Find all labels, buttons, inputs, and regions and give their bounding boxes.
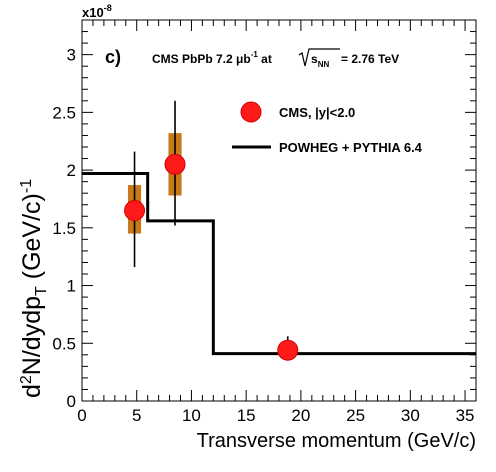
x-axis-title: Transverse momentum (GeV/c) [197, 430, 476, 452]
legend-theory-label: POWHEG + PYTHIA 6.4 [279, 140, 423, 155]
x-tick-label: 15 [237, 406, 256, 425]
sqrt-symbol [298, 48, 340, 67]
x-tick-label: 35 [456, 406, 475, 425]
y-tick-label: 0 [67, 392, 76, 411]
y-tick-label: 2.5 [52, 103, 76, 122]
y-exponent-label: x10-8 [82, 3, 112, 20]
cms-data-point [277, 339, 299, 361]
energy-text: = 2.76 TeV [341, 52, 399, 66]
x-tick-label: 5 [132, 406, 141, 425]
y-tick-label: 1.5 [52, 219, 76, 238]
y-tick-label: 0.5 [52, 334, 76, 353]
legend: CMS, |y|<2.0 POWHEG + PYTHIA 6.4 [232, 101, 423, 155]
legend-cms-label: CMS, |y|<2.0 [279, 105, 355, 120]
y-axis-title: d2N/dydpT (GeV/c)-1 [18, 179, 50, 398]
cms-data-point [124, 200, 146, 221]
panel-label: c) [105, 47, 121, 67]
x-tick-label: 10 [182, 406, 201, 425]
x-tick-label: 0 [77, 406, 86, 425]
legend-cms-marker [240, 101, 262, 123]
y-tick-label: 2 [67, 161, 76, 180]
y-tick-label: 1 [67, 277, 76, 296]
x-tick-label: 25 [346, 406, 365, 425]
cms-data-point [164, 153, 186, 175]
ticks: 0 5 10 15 20 25 30 35 0 0.5 1 1.5 2 2.5 3 [52, 19, 477, 425]
header-text: CMS PbPb 7.2 μb-1 at [152, 50, 272, 66]
y-tick-label: 3 [67, 46, 76, 65]
theory-step-line [82, 172, 476, 356]
x-tick-label: 30 [401, 406, 420, 425]
sqrt-s: sNN [311, 52, 329, 69]
x-tick-label: 20 [291, 406, 310, 425]
data-layer [82, 100, 476, 361]
